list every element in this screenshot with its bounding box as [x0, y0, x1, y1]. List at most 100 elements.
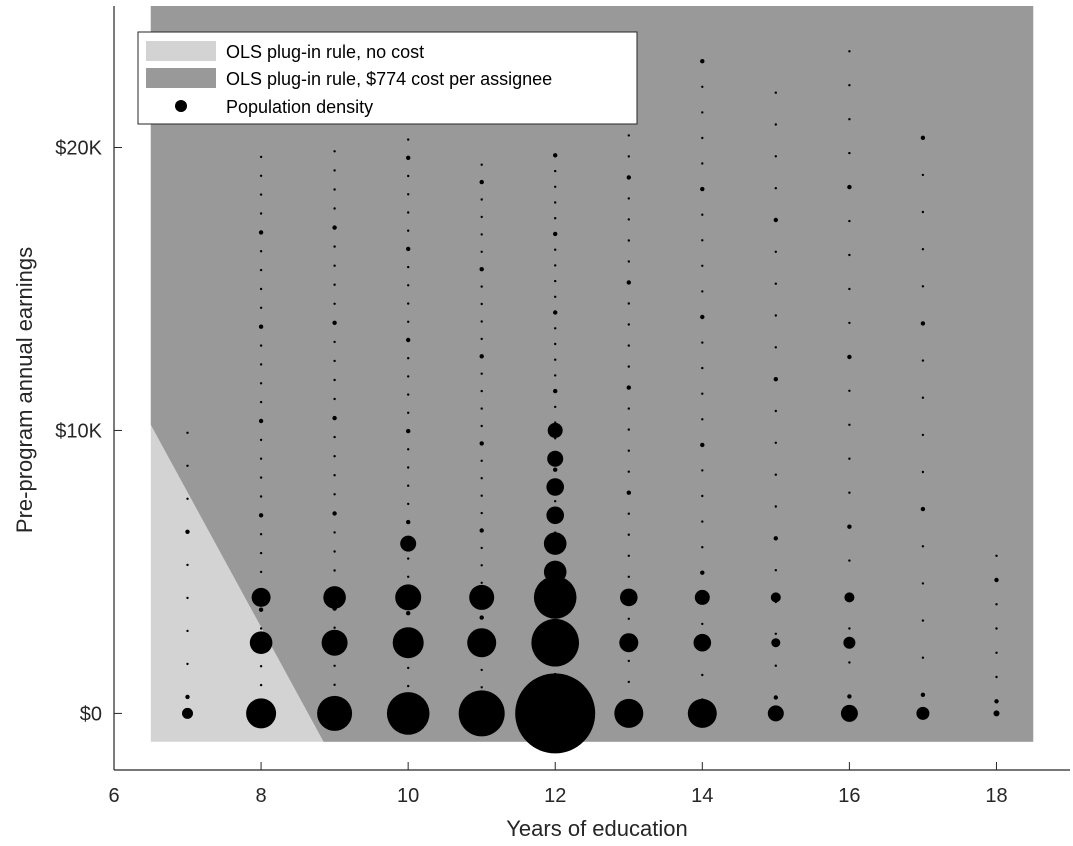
- density-dot: [627, 512, 630, 515]
- density-dot: [406, 155, 411, 160]
- density-dot: [701, 290, 704, 293]
- density-marker: [546, 506, 564, 525]
- density-dot: [186, 662, 189, 666]
- density-dot: [333, 302, 336, 305]
- density-dot: [701, 85, 704, 89]
- legend: OLS plug-in rule, no cost OLS plug-in ru…: [137, 31, 638, 125]
- density-dot: [407, 484, 410, 487]
- density-marker: [317, 695, 353, 731]
- density-dot: [554, 405, 557, 409]
- density-dot: [701, 111, 704, 114]
- density-dot: [480, 511, 483, 515]
- density-dot: [627, 680, 630, 684]
- legend-label-density: Population density: [226, 97, 373, 117]
- density-dot: [259, 438, 263, 442]
- density-marker: [687, 698, 717, 728]
- density-dot: [259, 627, 263, 630]
- density-dot: [848, 50, 851, 53]
- density-dot: [701, 213, 704, 216]
- x-tick-label: 14: [691, 785, 713, 807]
- density-dot: [407, 411, 410, 414]
- density-dot: [774, 314, 777, 317]
- density-dot: [333, 435, 336, 439]
- density-dot: [259, 174, 263, 177]
- density-dot: [407, 302, 410, 305]
- density-dot: [333, 207, 336, 210]
- density-marker: [392, 627, 424, 659]
- density-dot: [259, 533, 263, 536]
- density-dot: [479, 441, 484, 446]
- density-dot: [848, 457, 851, 460]
- density-marker: [469, 584, 495, 610]
- density-marker: [770, 592, 781, 603]
- density-marker: [323, 586, 346, 609]
- density-dot: [554, 374, 557, 377]
- density-dot: [259, 155, 263, 159]
- density-dot: [921, 359, 925, 362]
- density-dot: [995, 627, 998, 630]
- density-dot: [554, 217, 557, 220]
- density-dot: [480, 250, 483, 253]
- density-dot: [259, 400, 263, 404]
- density-dot: [995, 651, 998, 654]
- density-dot: [406, 519, 411, 525]
- density-dot: [259, 287, 263, 291]
- density-dot: [554, 342, 557, 346]
- density-dot: [554, 169, 557, 173]
- density-dot: [553, 310, 558, 315]
- density-marker: [694, 589, 710, 605]
- density-dot: [186, 596, 189, 600]
- density-dot: [847, 524, 852, 529]
- density-dot: [774, 346, 777, 349]
- density-dot: [774, 409, 777, 413]
- density-dot: [774, 569, 777, 572]
- density-dot: [259, 193, 263, 196]
- density-dot: [848, 219, 851, 223]
- density-dot: [258, 418, 264, 424]
- density-dot: [921, 470, 925, 474]
- density-marker: [844, 592, 855, 603]
- y-tick-label: $20K: [55, 137, 102, 159]
- density-dot: [554, 279, 557, 283]
- density-dot: [848, 559, 851, 562]
- density-dot: [407, 466, 410, 469]
- density-dot: [921, 656, 925, 659]
- x-tick-label: 10: [397, 785, 419, 807]
- density-dot: [627, 575, 630, 578]
- x-tick-label: 16: [838, 785, 860, 807]
- density-dot: [185, 529, 190, 534]
- density-dot: [627, 617, 630, 620]
- density-dot: [921, 433, 925, 437]
- density-dot: [774, 123, 777, 126]
- density-dot: [480, 546, 483, 550]
- density-dot: [480, 494, 483, 497]
- y-tick-label: $0: [80, 703, 102, 725]
- density-dot: [995, 675, 998, 679]
- density-dot: [701, 546, 704, 549]
- density-dot: [774, 505, 777, 508]
- density-dot: [480, 285, 483, 288]
- density-dot: [480, 337, 483, 341]
- density-dot: [627, 218, 630, 221]
- density-dot: [480, 407, 483, 410]
- density-dot: [480, 686, 483, 689]
- legend-label-cost: OLS plug-in rule, $774 cost per assignee: [226, 69, 552, 89]
- density-dot: [259, 457, 263, 460]
- density-marker: [386, 692, 430, 735]
- density-dot: [773, 377, 778, 382]
- density-dot: [700, 59, 705, 64]
- density-dot: [259, 250, 263, 253]
- density-dot: [627, 323, 630, 326]
- density-dot: [480, 163, 483, 166]
- density-dot: [921, 248, 925, 251]
- density-dot: [921, 285, 925, 288]
- density-dot: [553, 467, 558, 472]
- density-dot: [407, 575, 410, 578]
- density-dot: [480, 668, 483, 672]
- density-marker: [620, 588, 638, 607]
- density-marker: [182, 707, 193, 719]
- density-dot: [480, 581, 483, 584]
- legend-label-no-cost: OLS plug-in rule, no cost: [226, 42, 424, 62]
- density-dot: [701, 162, 704, 165]
- density-dot: [848, 84, 851, 87]
